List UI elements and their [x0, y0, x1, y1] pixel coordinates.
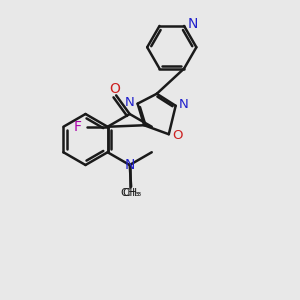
Text: N: N	[124, 96, 134, 109]
Text: O: O	[109, 82, 120, 96]
Text: N: N	[124, 158, 135, 172]
Text: CH₃: CH₃	[122, 188, 141, 199]
Text: N: N	[187, 17, 198, 32]
Text: N: N	[179, 98, 189, 111]
Text: CH₃: CH₃	[120, 188, 139, 198]
Text: O: O	[172, 129, 183, 142]
Text: F: F	[74, 120, 82, 134]
